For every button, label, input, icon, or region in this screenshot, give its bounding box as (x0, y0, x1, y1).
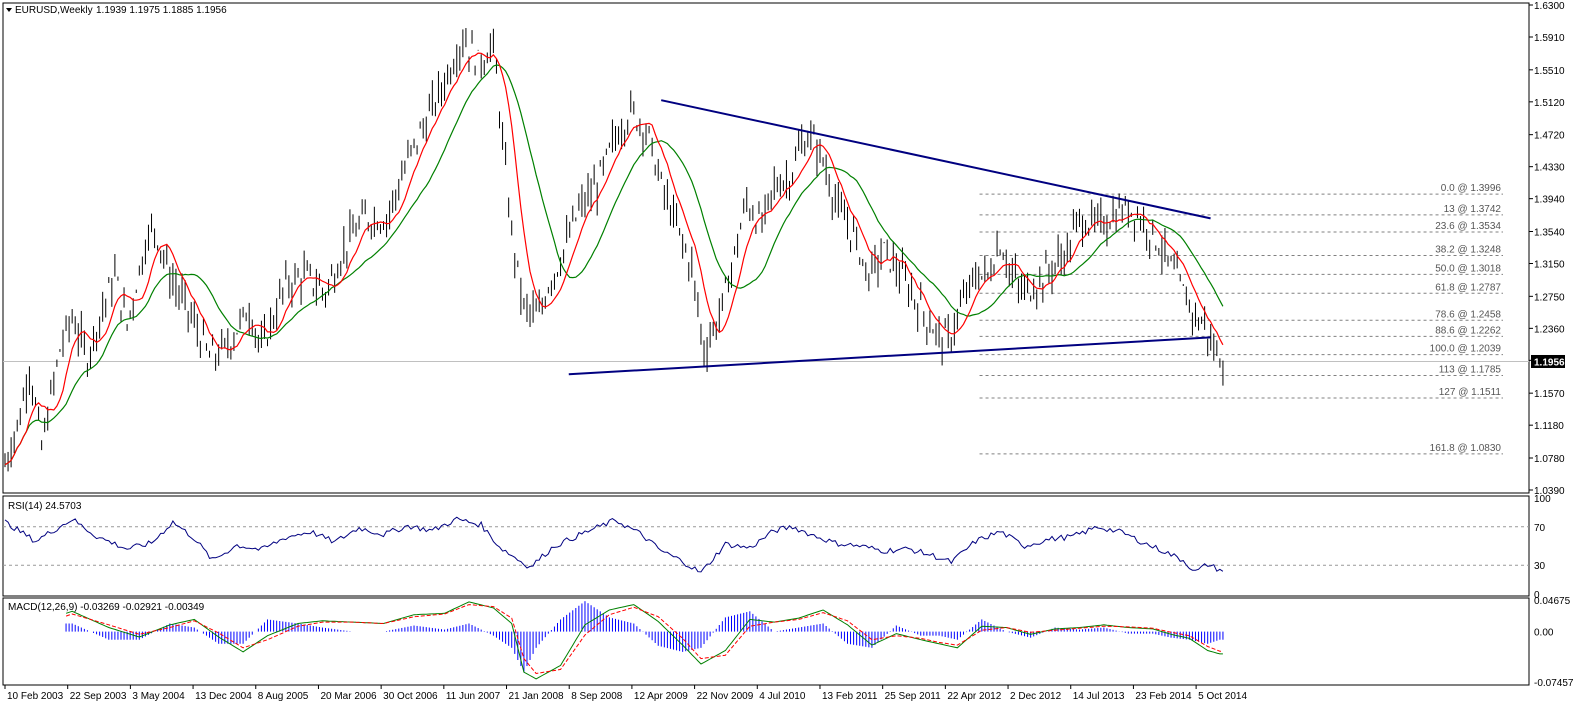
fib-level-label: 0.0 @ 1.3996 (1441, 183, 1502, 194)
fib-level-label: 127 @ 1.1511 (1439, 387, 1502, 398)
x-tick-label: 21 Jan 2008 (509, 691, 564, 702)
macd-tick-label: -0.07457 (1534, 678, 1574, 689)
price-y-axis: 1.6300 1.5910 1.5510 1.5120 1.4720 1.4330 1.39… (1529, 1, 1565, 497)
last-price-tag: 1.1956 (1531, 354, 1565, 368)
x-tick-label: 5 Oct 2014 (1198, 691, 1247, 702)
trendlines (568, 99, 1211, 376)
x-tick-label: 8 Aug 2005 (258, 691, 309, 702)
x-tick-label: 23 Feb 2014 (1135, 691, 1192, 702)
price-tick-label: 1.6300 (1534, 1, 1565, 12)
macd-y-axis: 0.04675 0.00 -0.07457 (1534, 596, 1574, 689)
fib-level-label: 100.0 @ 1.2039 (1430, 344, 1502, 355)
x-tick-label: 20 Mar 2006 (320, 691, 377, 702)
price-tick-label: 1.0390 (1534, 486, 1565, 497)
macd-signal-line (65, 604, 1223, 675)
rsi-tick-label: 70 (1534, 523, 1546, 534)
ohlc-label: 1.1939 1.1975 1.1885 1.1956 (96, 5, 227, 16)
trendline (568, 336, 1211, 376)
dropdown-triangle-icon[interactable] (6, 8, 12, 12)
moving-averages (4, 52, 1224, 466)
price-tick-label: 1.5120 (1534, 98, 1565, 109)
x-tick-label: 3 May 2004 (132, 691, 185, 702)
macd-line (65, 601, 1223, 680)
macd-panel-frame (2, 597, 1530, 686)
x-tick-label: 11 Jun 2007 (446, 691, 501, 702)
x-tick-label: 25 Sep 2011 (885, 691, 941, 702)
fib-level-label: 61.8 @ 1.2787 (1435, 282, 1501, 293)
price-tick-label: 1.5910 (1534, 33, 1565, 44)
price-tick-label: 1.4330 (1534, 163, 1565, 174)
fib-level-label: 161.8 @ 1.0830 (1430, 443, 1502, 454)
trendline (660, 99, 1211, 220)
rsi-panel-frame (2, 495, 1530, 597)
x-tick-label: 8 Sep 2008 (571, 691, 623, 702)
fibonacci-levels: 0.0 @ 1.3996 13 @ 1.3742 23.6 @ 1.3534 38.2… (979, 183, 1503, 455)
x-tick-label: 13 Dec 2004 (195, 691, 252, 702)
fib-level-label: 50.0 @ 1.3018 (1435, 263, 1501, 274)
macd-tick-label: 0.00 (1534, 628, 1554, 639)
price-tick-label: 1.3940 (1534, 195, 1565, 206)
macd-title: MACD(12,26,9) -0.03269 -0.02921 -0.00349 (8, 602, 205, 613)
price-panel-frame (2, 2, 1530, 494)
last-price-label: 1.1956 (1534, 357, 1565, 368)
macd-tick-label: 0.04675 (1534, 596, 1571, 607)
x-tick-label: 22 Nov 2009 (697, 691, 754, 702)
rsi-y-axis: 100 70 30 0 (3, 494, 1551, 601)
x-tick-label: 14 Jul 2013 (1073, 691, 1125, 702)
rsi-tick-label: 100 (1534, 494, 1551, 505)
fib-level-label: 38.2 @ 1.3248 (1435, 244, 1501, 255)
fib-level-label: 113 @ 1.1785 (1439, 365, 1502, 376)
fib-level-label: 78.6 @ 1.2458 (1435, 309, 1501, 320)
rsi-series (4, 516, 1224, 573)
x-tick-label: 22 Sep 2003 (70, 691, 127, 702)
price-tick-label: 1.2360 (1534, 324, 1565, 335)
x-tick-label: 30 Oct 2006 (383, 691, 438, 702)
time-x-axis: 10 Feb 2003 22 Sep 2003 3 May 2004 13 Dec 2… (4, 685, 1247, 702)
x-tick-label: 10 Feb 2003 (7, 691, 64, 702)
price-tick-label: 1.1180 (1534, 421, 1564, 432)
x-tick-label: 2 Dec 2012 (1010, 691, 1062, 702)
rsi-title: RSI(14) 24.5703 (8, 501, 82, 512)
symbol-header: EURUSD,Weekly 1.1939 1.1975 1.1885 1.195… (6, 5, 227, 16)
x-tick-label: 22 Apr 2012 (947, 691, 1001, 702)
fib-level-label: 88.6 @ 1.2262 (1435, 325, 1501, 336)
fib-level-label: 23.6 @ 1.3534 (1435, 221, 1501, 232)
price-bars (4, 28, 1224, 472)
symbol-label: EURUSD,Weekly (15, 5, 93, 16)
fib-level-label: 13 @ 1.3742 (1444, 204, 1502, 215)
price-tick-label: 1.3150 (1534, 260, 1565, 271)
price-tick-label: 1.3540 (1534, 227, 1565, 238)
price-tick-label: 1.1570 (1534, 389, 1565, 400)
price-tick-label: 1.4720 (1534, 131, 1565, 142)
ma-fast-line (4, 52, 1224, 466)
price-tick-label: 1.2750 (1534, 292, 1565, 303)
x-tick-label: 12 Apr 2009 (634, 691, 688, 702)
rsi-tick-label: 30 (1534, 561, 1546, 572)
ma-slow-line (4, 64, 1224, 466)
x-tick-label: 4 Jul 2010 (759, 691, 806, 702)
price-tick-label: 1.5510 (1534, 66, 1565, 77)
rsi-tick-label: 0 (1534, 590, 1540, 601)
macd-series (65, 601, 1224, 680)
rsi-line (4, 516, 1224, 573)
x-tick-label: 13 Feb 2011 (822, 691, 878, 702)
price-tick-label: 1.0780 (1534, 454, 1565, 465)
